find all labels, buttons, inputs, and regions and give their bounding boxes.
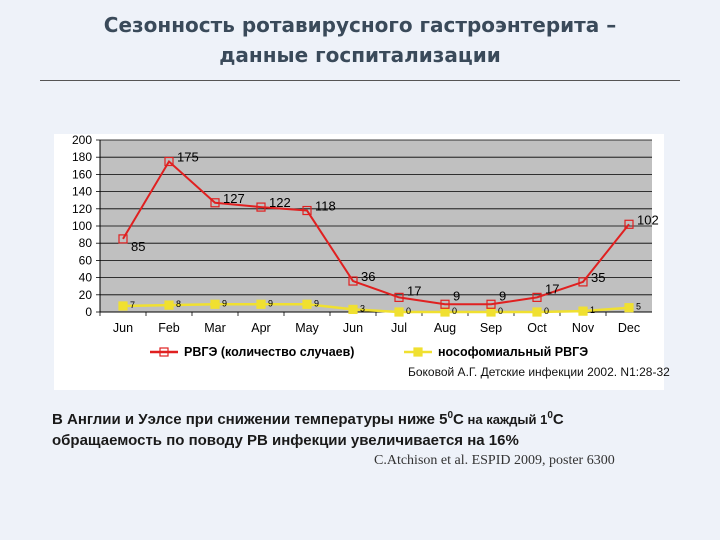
y-tick-label: 40 [79, 271, 93, 285]
data-label: 175 [177, 150, 199, 165]
data-point [624, 219, 634, 229]
statement-part: С [453, 411, 464, 428]
x-tick-label: Aug [434, 321, 456, 335]
data-label: 118 [315, 199, 336, 214]
y-tick-label: 0 [85, 305, 92, 319]
citation: C.Atchison et al. ESPID 2009, poster 630… [374, 453, 615, 468]
x-tick-label: Jun [343, 321, 363, 335]
title-divider [40, 80, 680, 81]
data-label: 0 [498, 306, 503, 316]
data-label: 9 [314, 298, 319, 308]
x-tick-label: Jul [391, 321, 407, 335]
data-point [440, 307, 450, 317]
data-label: 9 [222, 298, 227, 308]
x-tick-label: Jun [113, 321, 133, 335]
statement-line-1: В Англии и Уэлсе при снижении температур… [52, 405, 702, 430]
x-tick-label: Nov [572, 321, 595, 335]
data-point [486, 299, 496, 309]
data-point [394, 292, 404, 302]
data-point [348, 304, 358, 315]
data-point [164, 300, 174, 310]
data-point [440, 299, 450, 309]
data-label: 17 [545, 281, 559, 296]
title-line-2: данные госпитализации [219, 43, 501, 67]
data-point [164, 156, 174, 167]
y-tick-label: 160 [72, 167, 92, 181]
x-tick-label: Dec [618, 321, 640, 335]
data-label: 17 [407, 283, 421, 298]
legend-marker [159, 347, 169, 357]
data-label: 102 [637, 212, 659, 227]
data-point [532, 292, 542, 302]
statement-line-2: обращаемость по поводу РВ инфекции увели… [52, 432, 519, 449]
x-tick-label: Feb [158, 321, 180, 335]
data-label: 8 [176, 299, 181, 309]
data-label: 5 [636, 302, 641, 312]
data-label: 9 [499, 288, 506, 303]
y-tick-label: 100 [72, 219, 92, 233]
data-label: 1 [590, 305, 595, 315]
data-point [256, 299, 266, 309]
data-label: 122 [269, 195, 291, 210]
data-point [486, 307, 496, 317]
title-line-1: Сезонность ротавирусного гастроэнтерита … [103, 13, 617, 37]
data-label: 0 [452, 306, 457, 316]
data-point [578, 277, 588, 287]
x-tick-label: Apr [251, 321, 270, 335]
y-tick-label: 80 [79, 236, 93, 250]
legend-marker [413, 347, 423, 357]
x-tick-label: Sep [480, 321, 502, 335]
series-line-2 [122, 303, 630, 314]
y-tick-label: 140 [72, 185, 92, 199]
data-label: 127 [223, 191, 245, 206]
slide-title: Сезонность ротавирусного гастроэнтерита … [0, 10, 720, 70]
y-tick-label: 180 [72, 150, 92, 164]
series-line-1 [122, 159, 630, 306]
data-label: 85 [131, 239, 145, 254]
data-label: 0 [544, 306, 549, 316]
data-point [256, 202, 266, 212]
y-tick-label: 20 [79, 288, 93, 302]
chart-area: 0 20 40 60 80 100 120 140 160 180 200 Jun Feb Mar Apr M… [54, 134, 664, 390]
data-point [624, 303, 634, 313]
data-label: 36 [361, 269, 375, 284]
data-point [118, 301, 128, 311]
data-label: 35 [591, 270, 605, 285]
data-point [210, 198, 220, 208]
y-tick-label: 200 [72, 134, 92, 147]
statement-part: на каждый 1 [463, 412, 548, 427]
x-tick-label: May [295, 321, 319, 335]
degree-sup: 0 [547, 410, 553, 421]
data-label: 7 [130, 300, 135, 310]
data-point [532, 307, 542, 317]
main-statement: В Англии и Уэлсе при снижении температур… [52, 405, 702, 451]
x-tick-label: Oct [527, 321, 547, 335]
data-label: 9 [268, 298, 273, 308]
y-tick-label: 60 [79, 253, 93, 267]
data-point [210, 299, 220, 309]
statement-part: С [552, 411, 564, 428]
data-point [348, 276, 358, 286]
data-label: 0 [406, 306, 411, 316]
statement-part: В Англии и Уэлсе при снижении температур… [52, 411, 448, 428]
data-point [302, 205, 312, 216]
data-point [118, 234, 128, 244]
data-label: 3 [360, 303, 365, 313]
degree-sup: 0 [447, 410, 454, 421]
x-tick-label: Mar [204, 321, 226, 335]
data-point [578, 306, 588, 316]
legend-label: РВГЭ (количество случаев) [184, 345, 354, 359]
y-tick-label: 120 [72, 202, 92, 216]
data-label: 9 [453, 288, 460, 303]
legend-label: нософомиальный РВГЭ [438, 345, 588, 359]
data-point [302, 299, 312, 309]
data-point [394, 307, 404, 317]
source-note: Боковой А.Г. Детские инфекции 2002. N1:2… [408, 365, 670, 379]
